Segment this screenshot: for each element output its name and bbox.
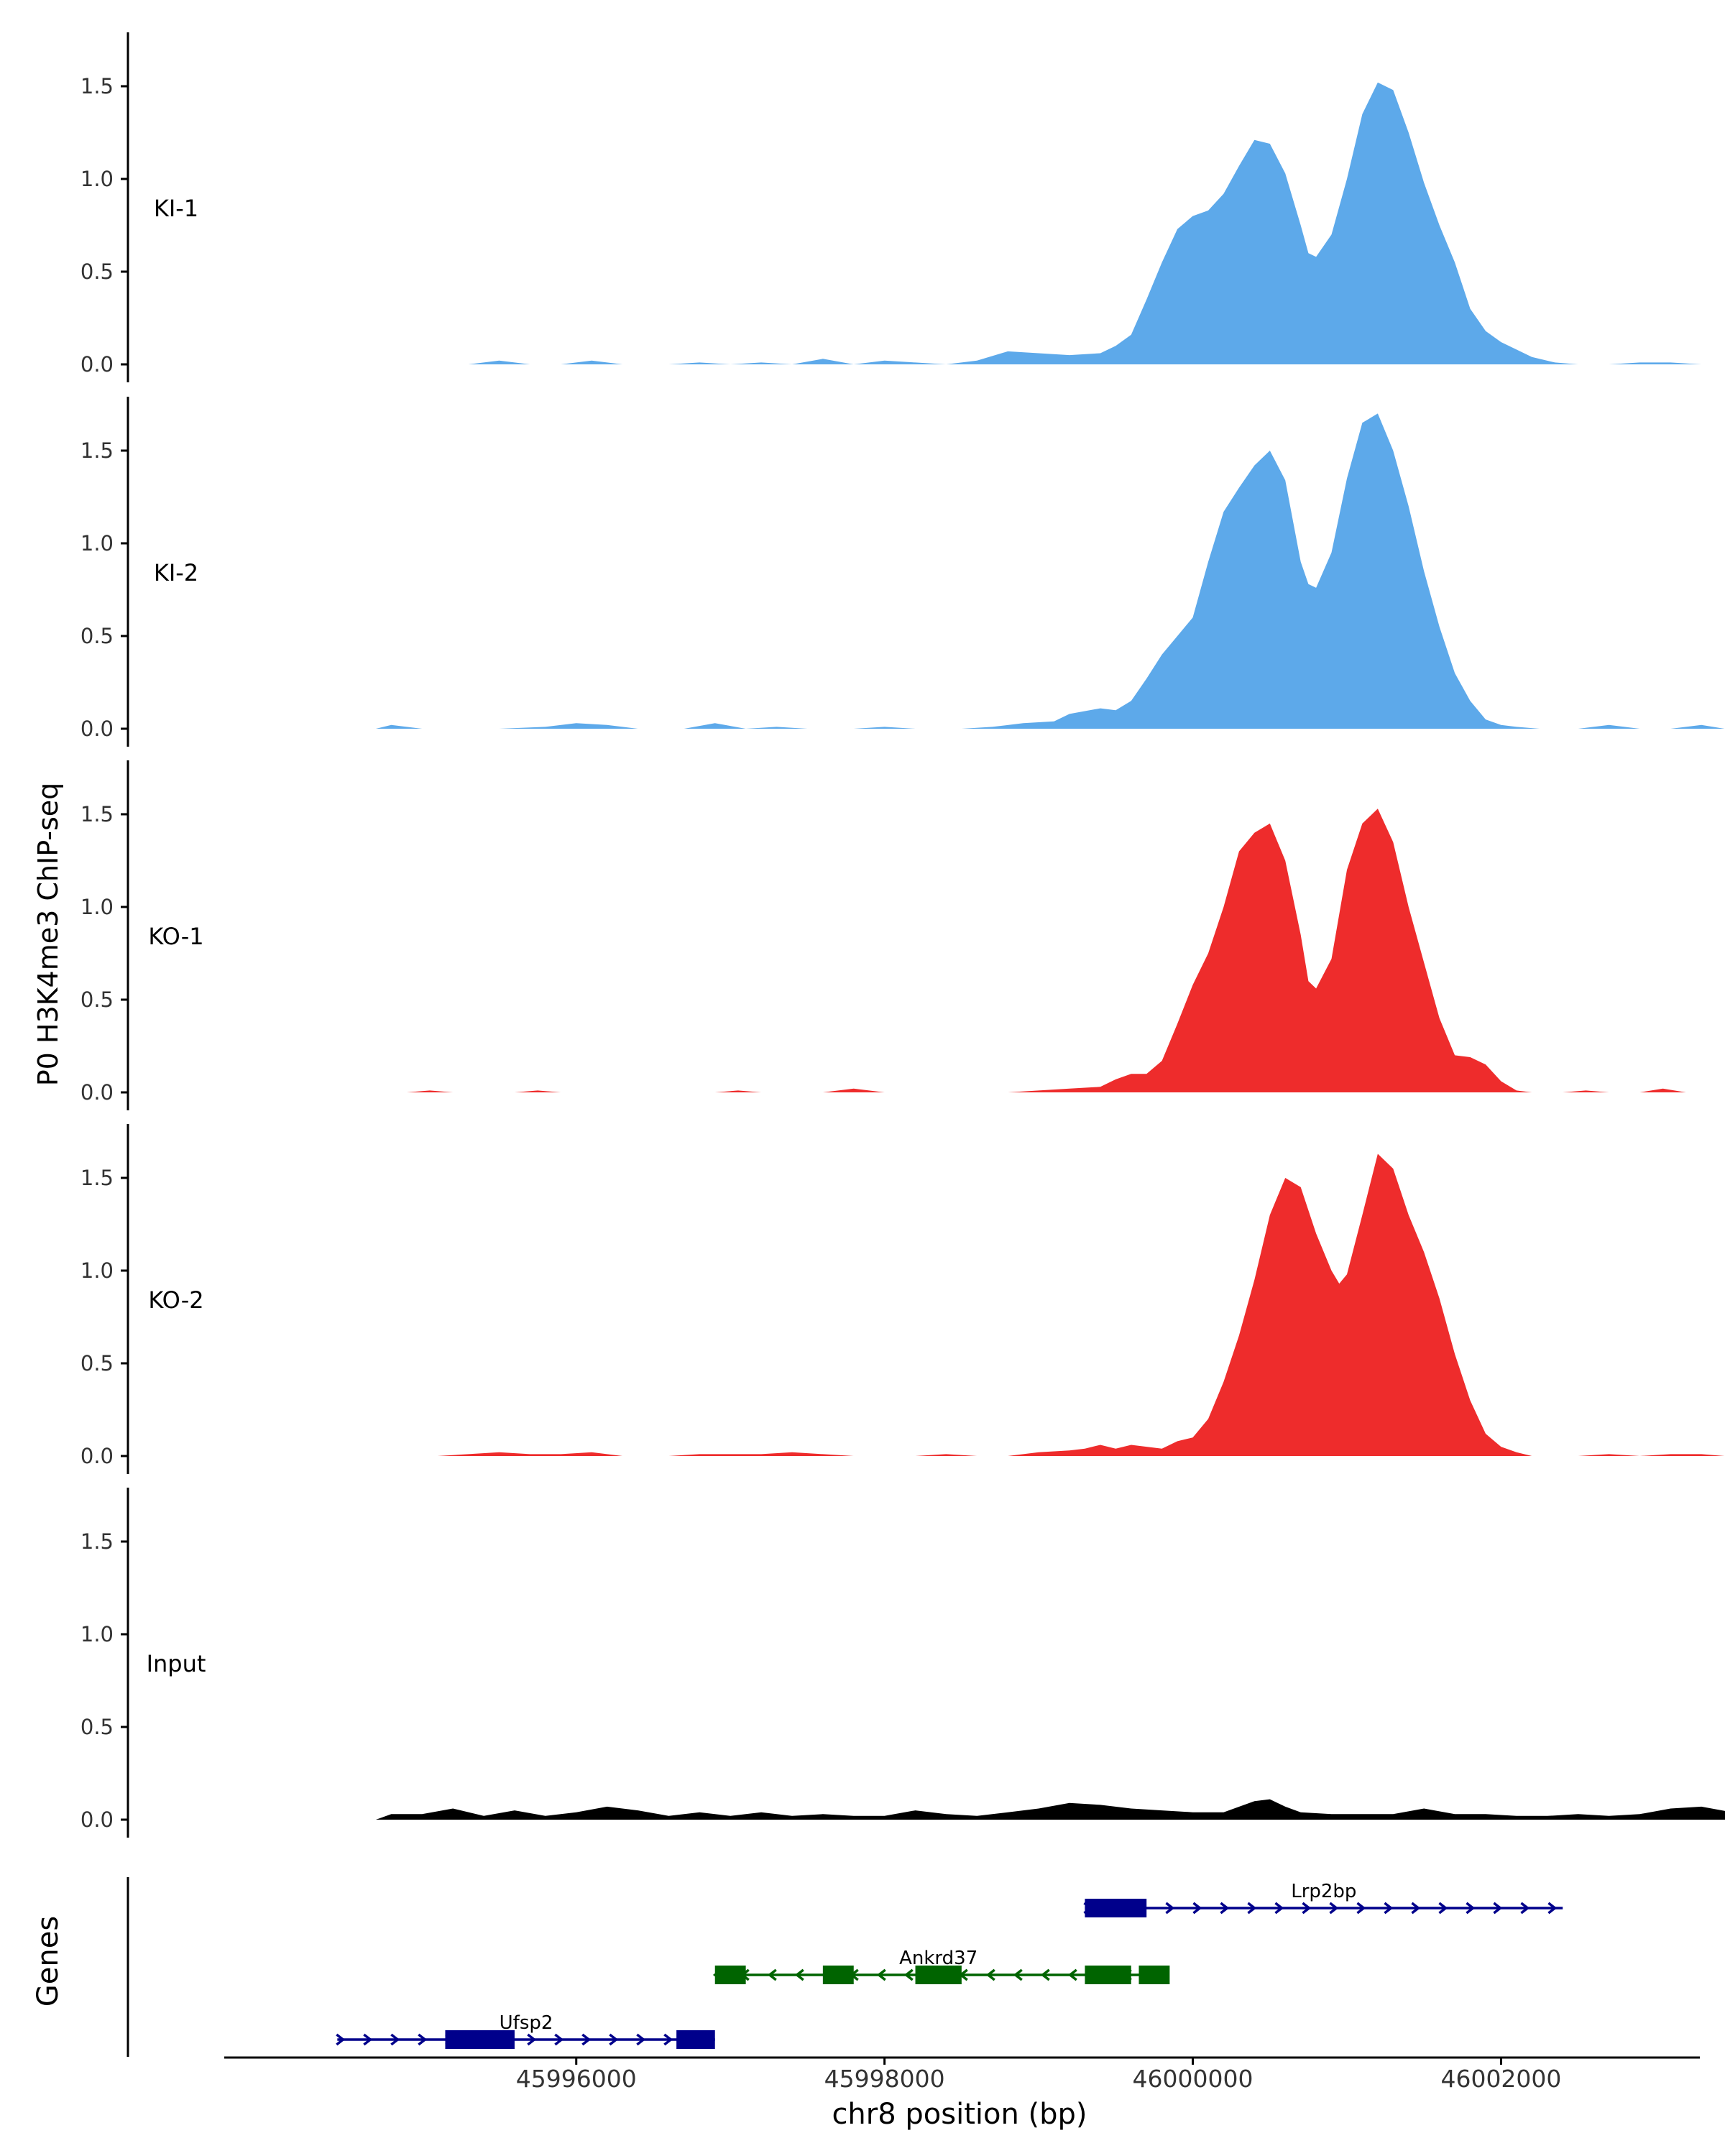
strand-arrow <box>1220 1902 1230 1915</box>
exon-block <box>445 2030 515 2049</box>
strand-arrow <box>1040 1968 1050 1981</box>
strand-arrow <box>554 2033 564 2046</box>
strand-arrow <box>390 2033 400 2046</box>
strand-arrow <box>636 2033 646 2046</box>
y-axis-title: P0 H3K4me3 ChIP-seq <box>32 783 64 1087</box>
strand-arrow <box>794 1968 804 1981</box>
track-label-ko-1: KO-1 <box>148 923 203 950</box>
strand-arrow <box>1302 1902 1312 1915</box>
y-tick-label: 1.5 <box>80 1166 114 1190</box>
genes-track: Lrp2bp Ankrd37 Ufsp2 <box>126 1877 1563 2057</box>
strand-arrow <box>876 1968 886 1981</box>
track-panel-ki-2: 0.0 0.5 1.0 1.5 KI-2 <box>80 397 1725 747</box>
signal-panels: 0.0 0.5 1.0 1.5 KI-1 0.0 0.5 1.0 1.5 KI-2 0.0 0.5 1.… <box>80 32 1725 1838</box>
strand-arrow <box>1274 1902 1284 1915</box>
y-tick-label: 1.5 <box>80 74 114 98</box>
y-tick-label: 0.5 <box>80 259 114 284</box>
y-tick-label: 1.5 <box>80 1529 114 1554</box>
strand-arrow <box>903 1968 914 1981</box>
gene-name-label: Ankrd37 <box>899 1948 978 1969</box>
exon-block <box>1085 1899 1147 1917</box>
signal-area-ki-1 <box>468 82 1702 365</box>
strand-arrow <box>1493 1902 1503 1915</box>
track-label-ki-1: KI-1 <box>154 195 198 222</box>
strand-arrow <box>1384 1902 1394 1915</box>
y-tick-label: 0.5 <box>80 987 114 1012</box>
exon-block <box>915 1966 962 1984</box>
signal-area-ko-2 <box>437 1153 1725 1456</box>
gene-lrp2bp: Lrp2bp <box>1083 1881 1563 1917</box>
strand-arrow <box>609 2033 619 2046</box>
strand-arrow <box>1520 1902 1530 1915</box>
y-tick-label: 0.5 <box>80 1715 114 1739</box>
exon-block <box>1138 1966 1170 1984</box>
y-tick-label: 0.0 <box>80 1807 114 1832</box>
strand-arrow <box>418 2033 428 2046</box>
gene-ankrd37: Ankrd37 <box>712 1948 1170 1984</box>
track-label-input: Input <box>147 1650 206 1677</box>
y-tick-label: 1.0 <box>80 167 114 191</box>
strand-arrow <box>767 1968 777 1981</box>
exon-block <box>714 1966 746 1984</box>
gene-ufsp2: Ufsp2 <box>336 2012 715 2049</box>
x-tick-label: 45996000 <box>516 2065 637 2093</box>
strand-arrow <box>1411 1902 1421 1915</box>
x-tick-label: 46000000 <box>1133 2065 1254 2093</box>
y-tick-label: 1.0 <box>80 531 114 556</box>
y-tick-label: 1.0 <box>80 895 114 919</box>
strand-arrow <box>336 2033 346 2046</box>
genes-track-title: Genes <box>32 1916 65 2007</box>
strand-arrow <box>1165 1902 1175 1915</box>
strand-arrow <box>1067 1968 1077 1981</box>
strand-arrow <box>1192 1902 1202 1915</box>
strand-arrow <box>581 2033 592 2046</box>
strand-arrow <box>1329 1902 1339 1915</box>
track-panel-ko-2: 0.0 0.5 1.0 1.5 KO-2 <box>80 1124 1725 1474</box>
track-panel-input: 0.0 0.5 1.0 1.5 Input <box>80 1488 1725 1838</box>
strand-arrow <box>527 2033 537 2046</box>
strand-arrow <box>985 1968 995 1981</box>
strand-arrow <box>1438 1902 1448 1915</box>
signal-area-input <box>375 1799 1725 1820</box>
y-tick-label: 1.5 <box>80 438 114 463</box>
exon-block <box>676 2030 715 2049</box>
strand-arrow <box>663 2033 673 2046</box>
x-axis-title: chr8 position (bp) <box>832 2098 1087 2131</box>
y-tick-label: 0.0 <box>80 1080 114 1105</box>
track-panel-ko-1: 0.0 0.5 1.0 1.5 KO-1 <box>80 760 1686 1110</box>
y-tick-label: 1.5 <box>80 802 114 826</box>
strand-arrow <box>1547 1902 1558 1915</box>
gene-name-label: Ufsp2 <box>500 2012 553 2034</box>
y-tick-label: 1.0 <box>80 1258 114 1283</box>
strand-arrow <box>1013 1968 1023 1981</box>
track-label-ko-2: KO-2 <box>148 1286 203 1314</box>
strand-arrow <box>1247 1902 1257 1915</box>
x-tick-label: 46002000 <box>1440 2065 1561 2093</box>
x-axis: 45996000 45998000 46000000 46002000 <box>224 2056 1700 2093</box>
signal-area-ko-1 <box>406 808 1686 1092</box>
y-tick-label: 0.5 <box>80 1351 114 1376</box>
exon-block <box>1085 1966 1131 1984</box>
strand-arrow <box>363 2033 373 2046</box>
y-tick-label: 0.0 <box>80 717 114 741</box>
strand-arrow <box>1466 1902 1476 1915</box>
y-tick-label: 0.5 <box>80 624 114 648</box>
track-label-ki-2: KI-2 <box>154 559 198 586</box>
strand-arrow <box>1356 1902 1366 1915</box>
x-tick-label: 45998000 <box>824 2065 945 2093</box>
y-tick-label: 1.0 <box>80 1622 114 1646</box>
track-panel-ki-1: 0.0 0.5 1.0 1.5 KI-1 <box>80 32 1702 382</box>
signal-area-ki-2 <box>375 413 1725 729</box>
y-tick-label: 0.0 <box>80 352 114 377</box>
y-tick-label: 0.0 <box>80 1444 114 1468</box>
gene-name-label: Lrp2bp <box>1291 1881 1356 1902</box>
exon-block <box>822 1966 854 1984</box>
